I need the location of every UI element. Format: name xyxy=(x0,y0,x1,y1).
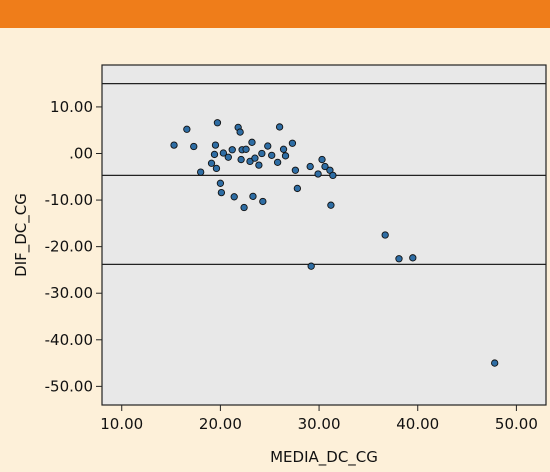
data-point xyxy=(258,149,266,158)
data-point xyxy=(314,170,322,178)
data-point xyxy=(190,142,198,151)
data-point xyxy=(230,193,238,201)
data-point xyxy=(273,158,282,166)
data-point xyxy=(249,192,257,200)
data-point xyxy=(219,149,228,157)
data-point xyxy=(170,141,178,149)
y-axis: 10.00 .00 -10.00 -20.00 -30.00 -40.00 -50.00 xyxy=(45,98,102,395)
x-tick-label: 40.00 xyxy=(396,415,439,433)
y-axis-title: DIF_DC_CG xyxy=(12,193,31,277)
data-point xyxy=(216,179,225,187)
data-point xyxy=(381,231,389,239)
data-point xyxy=(259,197,267,206)
y-tick-label: .00 xyxy=(69,144,93,162)
x-tick-label: 20.00 xyxy=(199,415,242,433)
x-tick-label: 30.00 xyxy=(298,415,341,433)
data-point xyxy=(327,201,335,209)
data-point xyxy=(197,168,205,176)
y-tick-label: -30.00 xyxy=(45,284,93,302)
data-point xyxy=(268,151,276,160)
x-axis: 10.00 20.00 30.00 40.00 50.00 xyxy=(100,405,538,433)
data-point xyxy=(224,153,232,161)
data-point xyxy=(217,188,226,197)
y-tick-label: -50.00 xyxy=(45,377,93,395)
data-point xyxy=(409,254,417,262)
data-point xyxy=(242,145,250,153)
data-point xyxy=(237,155,245,164)
data-point xyxy=(236,128,244,136)
data-point xyxy=(318,155,326,164)
data-point xyxy=(291,166,300,174)
y-tick-label: -20.00 xyxy=(45,238,93,256)
data-point xyxy=(264,142,272,150)
y-tick-label: -10.00 xyxy=(45,191,93,209)
x-tick-label: 50.00 xyxy=(495,415,538,433)
data-point xyxy=(288,139,297,147)
data-point xyxy=(321,162,329,171)
x-tick-label: 10.00 xyxy=(100,415,143,433)
data-point xyxy=(240,203,248,212)
data-point xyxy=(255,161,263,169)
data-point xyxy=(395,255,403,263)
data-point xyxy=(491,359,499,367)
data-point xyxy=(251,154,259,162)
data-point xyxy=(329,171,337,180)
data-point xyxy=(306,162,314,171)
top-accent-band xyxy=(0,0,550,28)
data-point xyxy=(246,157,254,166)
data-point xyxy=(213,119,222,127)
data-points xyxy=(170,119,499,367)
data-point xyxy=(211,141,220,149)
data-point xyxy=(210,150,219,159)
data-point xyxy=(183,125,191,133)
data-point xyxy=(248,138,256,146)
data-point xyxy=(293,184,302,193)
data-point xyxy=(275,123,284,131)
y-tick-label: -40.00 xyxy=(45,331,93,349)
y-tick-label: 10.00 xyxy=(50,98,93,116)
data-point xyxy=(281,152,290,160)
data-point xyxy=(307,262,315,270)
data-point xyxy=(228,146,236,154)
reference-lines xyxy=(102,83,546,265)
x-axis-title: MEDIA_DC_CG xyxy=(270,448,378,467)
data-point xyxy=(207,159,216,167)
data-point xyxy=(212,164,221,173)
data-point xyxy=(279,145,288,153)
plot-area xyxy=(101,64,547,406)
